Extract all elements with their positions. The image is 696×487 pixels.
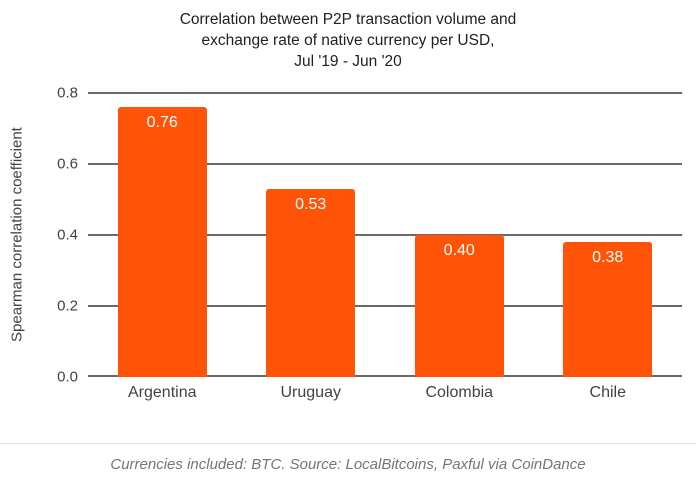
gridline-0.2 — [88, 305, 682, 307]
y-tick-label-0.0: 0.0 — [57, 368, 78, 386]
footer-divider — [0, 443, 696, 444]
bar-slot-chile: 0.38 — [534, 93, 683, 377]
gridline-0.4 — [88, 234, 682, 236]
bar-argentina: 0.76 — [117, 107, 207, 377]
x-axis-labels: Argentina Uruguay Colombia Chile — [88, 384, 682, 402]
gridline-0.6 — [88, 163, 682, 165]
bar-colombia: 0.40 — [414, 235, 504, 377]
bars-row: 0.76 0.53 0.40 0.38 — [88, 93, 682, 377]
y-tick-label-0.6: 0.6 — [57, 155, 78, 173]
x-label-uruguay: Uruguay — [280, 384, 341, 401]
bar-slot-colombia: 0.40 — [385, 93, 534, 377]
bar-value-chile: 0.38 — [592, 249, 624, 267]
y-tick-label-0.2: 0.2 — [57, 297, 78, 315]
bar-value-colombia: 0.40 — [443, 242, 475, 259]
y-tick-label-0.4: 0.4 — [57, 226, 78, 244]
gridline-0.0 — [88, 375, 682, 377]
source-footer: Currencies included: BTC. Source: LocalB… — [110, 456, 586, 473]
bar-chile: 0.38 — [563, 242, 653, 377]
y-axis-title: Spearman correlation coefficient — [8, 127, 26, 343]
x-label-chile: Chile — [589, 384, 626, 401]
bar-slot-uruguay: 0.53 — [237, 93, 386, 377]
bar-uruguay: 0.53 — [266, 188, 356, 377]
chart-title: Correlation between P2P transaction volu… — [179, 11, 517, 70]
x-label-argentina: Argentina — [128, 384, 197, 401]
x-label-colombia: Colombia — [425, 384, 494, 401]
plot-area: 0.0 0.2 0.4 0.6 0.8 0.76 0.53 0.40 0.38 — [57, 85, 682, 386]
bar-slot-argentina: 0.76 — [88, 93, 237, 377]
y-tick-label-0.8: 0.8 — [57, 84, 78, 102]
bar-value-argentina: 0.76 — [146, 114, 178, 132]
bar-value-uruguay: 0.53 — [295, 195, 327, 213]
gridline-0.8 — [88, 92, 682, 94]
